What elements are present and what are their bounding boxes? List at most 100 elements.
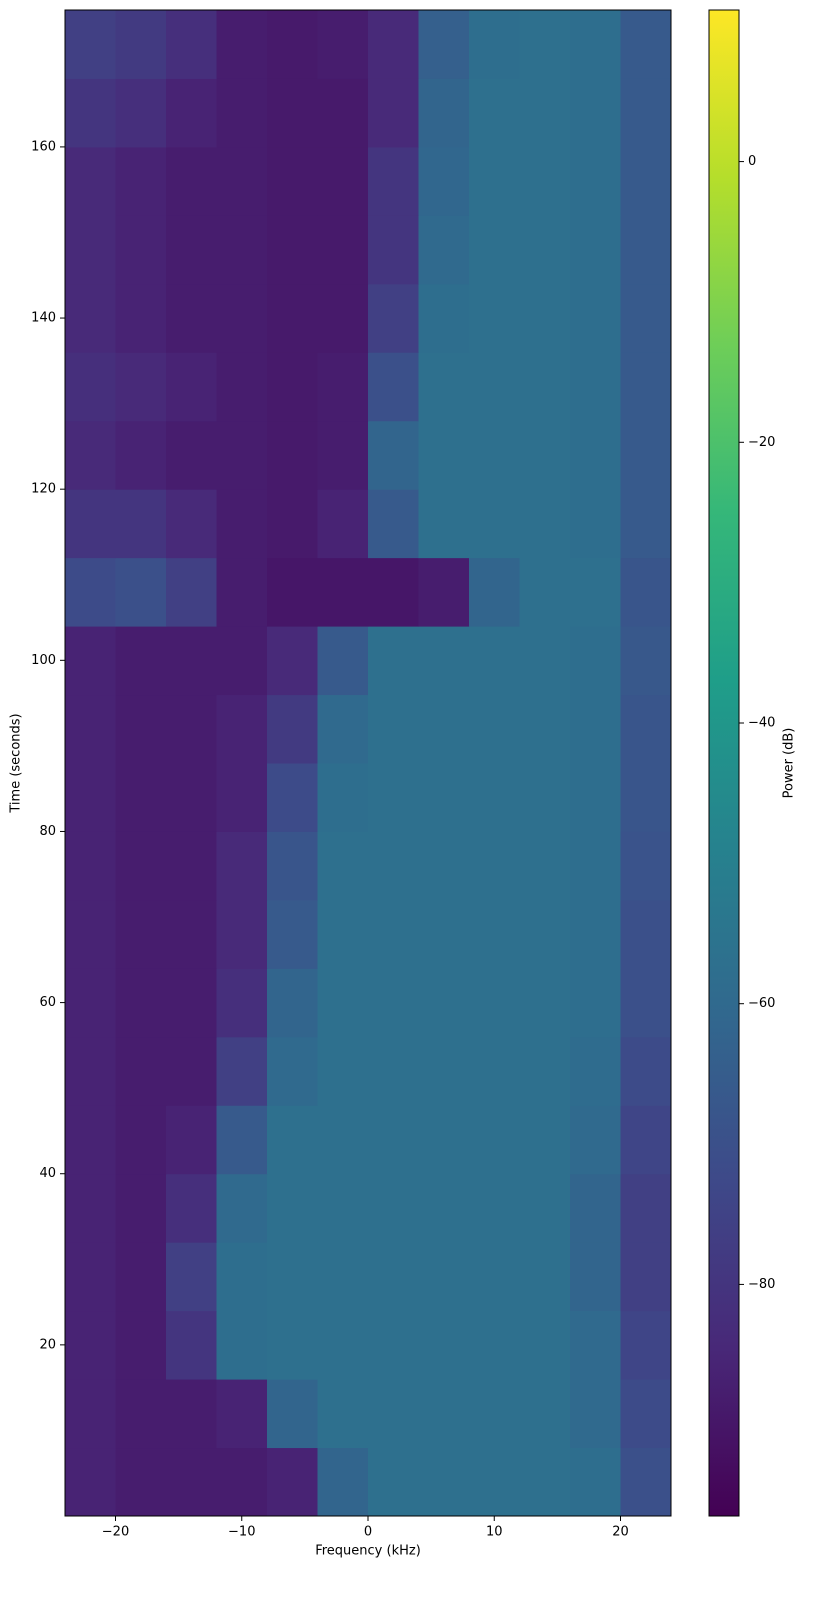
- heat-cell: [267, 1242, 318, 1312]
- heat-cell: [519, 283, 571, 353]
- heat-cell: [115, 557, 167, 627]
- heat-cell: [620, 1242, 672, 1312]
- heat-cell: [620, 968, 672, 1038]
- heat-cell: [368, 10, 419, 79]
- heat-cell: [368, 489, 419, 559]
- heat-cell: [418, 352, 470, 422]
- heat-cell: [620, 489, 672, 559]
- heat-cell: [166, 420, 217, 490]
- heat-cell: [65, 10, 116, 79]
- heat-cell: [65, 557, 116, 627]
- heat-cell: [65, 831, 116, 901]
- heat-cell: [115, 763, 167, 832]
- heat-cell: [216, 146, 268, 216]
- heat-cell: [267, 694, 318, 764]
- heat-cell: [166, 78, 217, 148]
- heat-cell: [166, 626, 217, 696]
- heat-cell: [620, 831, 672, 901]
- heat-cell: [620, 146, 672, 216]
- heat-cell: [418, 557, 470, 627]
- heat-cell: [519, 1105, 571, 1175]
- heat-cell: [115, 283, 167, 353]
- heat-cell: [469, 352, 520, 422]
- heat-cell: [317, 489, 369, 559]
- heat-cell: [65, 1105, 116, 1175]
- heat-cell: [115, 831, 167, 901]
- y-tick-label: 40: [39, 1166, 56, 1181]
- heat-cell: [65, 1379, 116, 1449]
- heat-cell: [418, 626, 470, 696]
- heat-cell: [620, 10, 672, 79]
- y-tick-label: 80: [39, 824, 56, 839]
- heat-cell: [418, 215, 470, 285]
- heat-cell: [469, 626, 520, 696]
- heat-cell: [267, 968, 318, 1038]
- heat-cell: [570, 899, 621, 969]
- heat-cell: [519, 557, 571, 627]
- heat-cell: [317, 283, 369, 353]
- heat-cell: [216, 215, 268, 285]
- heat-cell: [166, 10, 217, 79]
- colorbar-tick-label: 0: [748, 154, 756, 169]
- heat-cell: [469, 763, 520, 832]
- colorbar-tick-label: −80: [748, 1277, 775, 1292]
- heat-cell: [317, 10, 369, 79]
- heat-cell: [65, 899, 116, 969]
- heat-cell: [519, 899, 571, 969]
- heat-cell: [418, 1447, 470, 1517]
- heat-cell: [469, 489, 520, 559]
- heat-cell: [570, 831, 621, 901]
- heat-cell: [418, 146, 470, 216]
- heat-cell: [317, 420, 369, 490]
- heat-cell: [216, 694, 268, 764]
- heat-cell: [317, 694, 369, 764]
- heat-cell: [620, 763, 672, 832]
- heat-cell: [216, 831, 268, 901]
- heat-cell: [267, 1173, 318, 1243]
- heat-cell: [469, 215, 520, 285]
- heat-cell: [166, 146, 217, 216]
- heat-cell: [166, 1173, 217, 1243]
- heat-cell: [570, 1447, 621, 1517]
- heat-cell: [368, 763, 419, 832]
- heat-cell: [418, 763, 470, 832]
- heat-cell: [570, 1242, 621, 1312]
- heat-cell: [216, 10, 268, 79]
- heat-cell: [216, 1310, 268, 1380]
- y-axis-label: Time (seconds): [9, 713, 24, 813]
- heat-cell: [216, 968, 268, 1038]
- heat-cell: [368, 1379, 419, 1449]
- heat-cell: [418, 489, 470, 559]
- heat-cell: [570, 1105, 621, 1175]
- heat-cell: [519, 968, 571, 1038]
- heat-cell: [418, 10, 470, 79]
- heat-cell: [65, 968, 116, 1038]
- heat-cell: [216, 1105, 268, 1175]
- heat-cell: [368, 215, 419, 285]
- heat-cell: [570, 146, 621, 216]
- heat-cell: [65, 420, 116, 490]
- heat-cell: [368, 1105, 419, 1175]
- heat-cell: [469, 1379, 520, 1449]
- heat-cell: [519, 831, 571, 901]
- heat-cell: [317, 831, 369, 901]
- heat-cell: [519, 352, 571, 422]
- heat-cell: [115, 489, 167, 559]
- heat-cell: [216, 626, 268, 696]
- heat-cell: [620, 78, 672, 148]
- heat-cell: [216, 283, 268, 353]
- heat-cell: [620, 1105, 672, 1175]
- heat-cell: [216, 763, 268, 832]
- colorbar-tick-label: −20: [748, 435, 775, 450]
- heat-cell: [166, 489, 217, 559]
- heat-cell: [317, 215, 369, 285]
- heat-cell: [368, 557, 419, 627]
- heat-cell: [317, 352, 369, 422]
- heat-cell: [166, 899, 217, 969]
- heat-cell: [620, 626, 672, 696]
- heat-cell: [570, 215, 621, 285]
- heat-cell: [368, 831, 419, 901]
- heat-cell: [115, 626, 167, 696]
- heat-cell: [267, 1036, 318, 1106]
